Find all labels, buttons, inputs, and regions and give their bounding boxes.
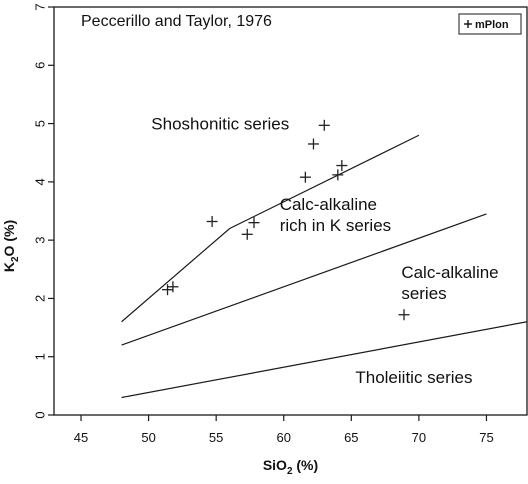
plot-frame: [53, 6, 528, 416]
x-tick-label: 50: [141, 430, 155, 445]
y-axis-title-main: K: [1, 262, 17, 272]
y-axis-title: K2O (%): [1, 220, 21, 272]
data-point: [248, 217, 260, 229]
series-boundary-line-1: [121, 134, 420, 323]
y-tick-label: 6: [32, 62, 47, 69]
x-tick-label: 65: [344, 430, 358, 445]
series-boundary-line-2: [121, 213, 487, 346]
data-point: [318, 119, 330, 131]
x-axis-title-subscript: 2: [287, 466, 293, 477]
data-point: [299, 171, 311, 183]
data-point: [162, 284, 174, 296]
data-point: [332, 169, 344, 181]
region-label-line: Calc-alkaline: [401, 263, 498, 282]
region-label-3: Calc-alkaline series: [401, 263, 498, 303]
x-tick-label: 45: [74, 430, 88, 445]
x-tick-label: 75: [479, 430, 493, 445]
chart-title: Peccerillo and Taylor, 1976: [81, 13, 272, 30]
region-label-line: Calc-alkaline: [280, 195, 377, 214]
series-boundary-line-3: [121, 321, 528, 399]
region-label-line: Shoshonitic series: [151, 114, 289, 133]
y-tick-label: 2: [32, 295, 47, 302]
region-label-4: Tholeiitic series: [355, 368, 472, 387]
y-tick-label: 4: [32, 178, 47, 185]
x-tick-label: 60: [277, 430, 291, 445]
region-label-line: Tholeiitic series: [355, 368, 472, 387]
x-axis-title-main: SiO: [263, 457, 287, 473]
y-tick-label: 5: [32, 120, 47, 127]
region-label-1: Shoshonitic series: [151, 114, 289, 133]
x-tick-label: 55: [209, 430, 223, 445]
legend-label: mPlon: [475, 19, 509, 31]
data-point: [241, 228, 253, 240]
y-tick-label: 7: [32, 3, 47, 10]
y-axis-title-subscript: 2: [10, 256, 21, 262]
data-point: [167, 281, 179, 293]
legend-box: [458, 13, 522, 35]
legend: mPlon: [458, 13, 522, 35]
x-axis-title: SiO2 (%): [263, 457, 318, 477]
y-tick-label: 3: [32, 237, 47, 244]
region-label-2: Calc-alkaline rich in K series: [280, 195, 391, 235]
data-point: [206, 215, 218, 227]
data-point: [336, 160, 348, 172]
region-label-line: rich in K series: [280, 216, 391, 235]
y-tick-label: 1: [32, 353, 47, 360]
x-axis-title-unit: (%): [293, 457, 319, 473]
y-tick-label: 0: [32, 411, 47, 418]
region-label-line: series: [401, 284, 446, 303]
x-tick-label: 70: [412, 430, 426, 445]
data-point: [398, 309, 410, 321]
y-axis-title-unit: O (%): [1, 220, 17, 257]
data-point: [307, 138, 319, 150]
